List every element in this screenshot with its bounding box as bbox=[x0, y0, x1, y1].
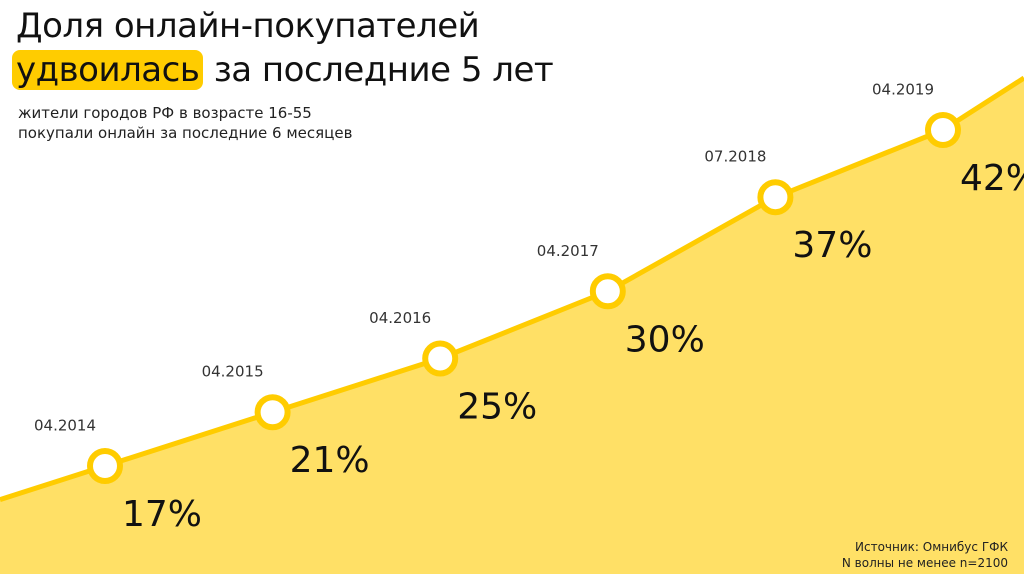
x-label: 04.2019 bbox=[872, 81, 934, 99]
line-extension bbox=[0, 463, 106, 503]
value-label: 21% bbox=[290, 440, 370, 481]
point bbox=[589, 273, 626, 310]
point bbox=[422, 340, 459, 377]
x-label: 04.2015 bbox=[202, 363, 264, 381]
value-label: 25% bbox=[457, 386, 537, 427]
chart-title: Доля онлайн-покупателей bbox=[16, 6, 480, 46]
subtitle: жители городов РФ в возрасте 16-55 bbox=[18, 104, 312, 122]
value-label: 37% bbox=[792, 225, 872, 266]
x-label: 04.2014 bbox=[34, 417, 96, 435]
point bbox=[925, 112, 961, 148]
source: Источник: Омнибус ГФК bbox=[855, 540, 1008, 554]
point bbox=[757, 179, 794, 216]
value-label: 17% bbox=[122, 494, 202, 535]
line bbox=[104, 127, 944, 469]
x-label: 04.2016 bbox=[369, 309, 431, 327]
title-line-2: удвоилась за последние 5 лет bbox=[12, 50, 554, 90]
subtitle: покупали онлайн за последние 6 месяцев bbox=[18, 124, 353, 142]
point bbox=[87, 448, 123, 484]
point bbox=[254, 394, 291, 431]
title-rest: за последние 5 лет bbox=[213, 50, 554, 90]
source: N волны не менее n=2100 bbox=[841, 556, 1008, 570]
x-label: 04.2017 bbox=[537, 242, 599, 260]
value-label: 42% bbox=[960, 158, 1024, 199]
x-label: 07.2018 bbox=[704, 148, 766, 166]
value-label: 30% bbox=[625, 319, 705, 360]
title-highlight: удвоилась bbox=[12, 50, 204, 90]
